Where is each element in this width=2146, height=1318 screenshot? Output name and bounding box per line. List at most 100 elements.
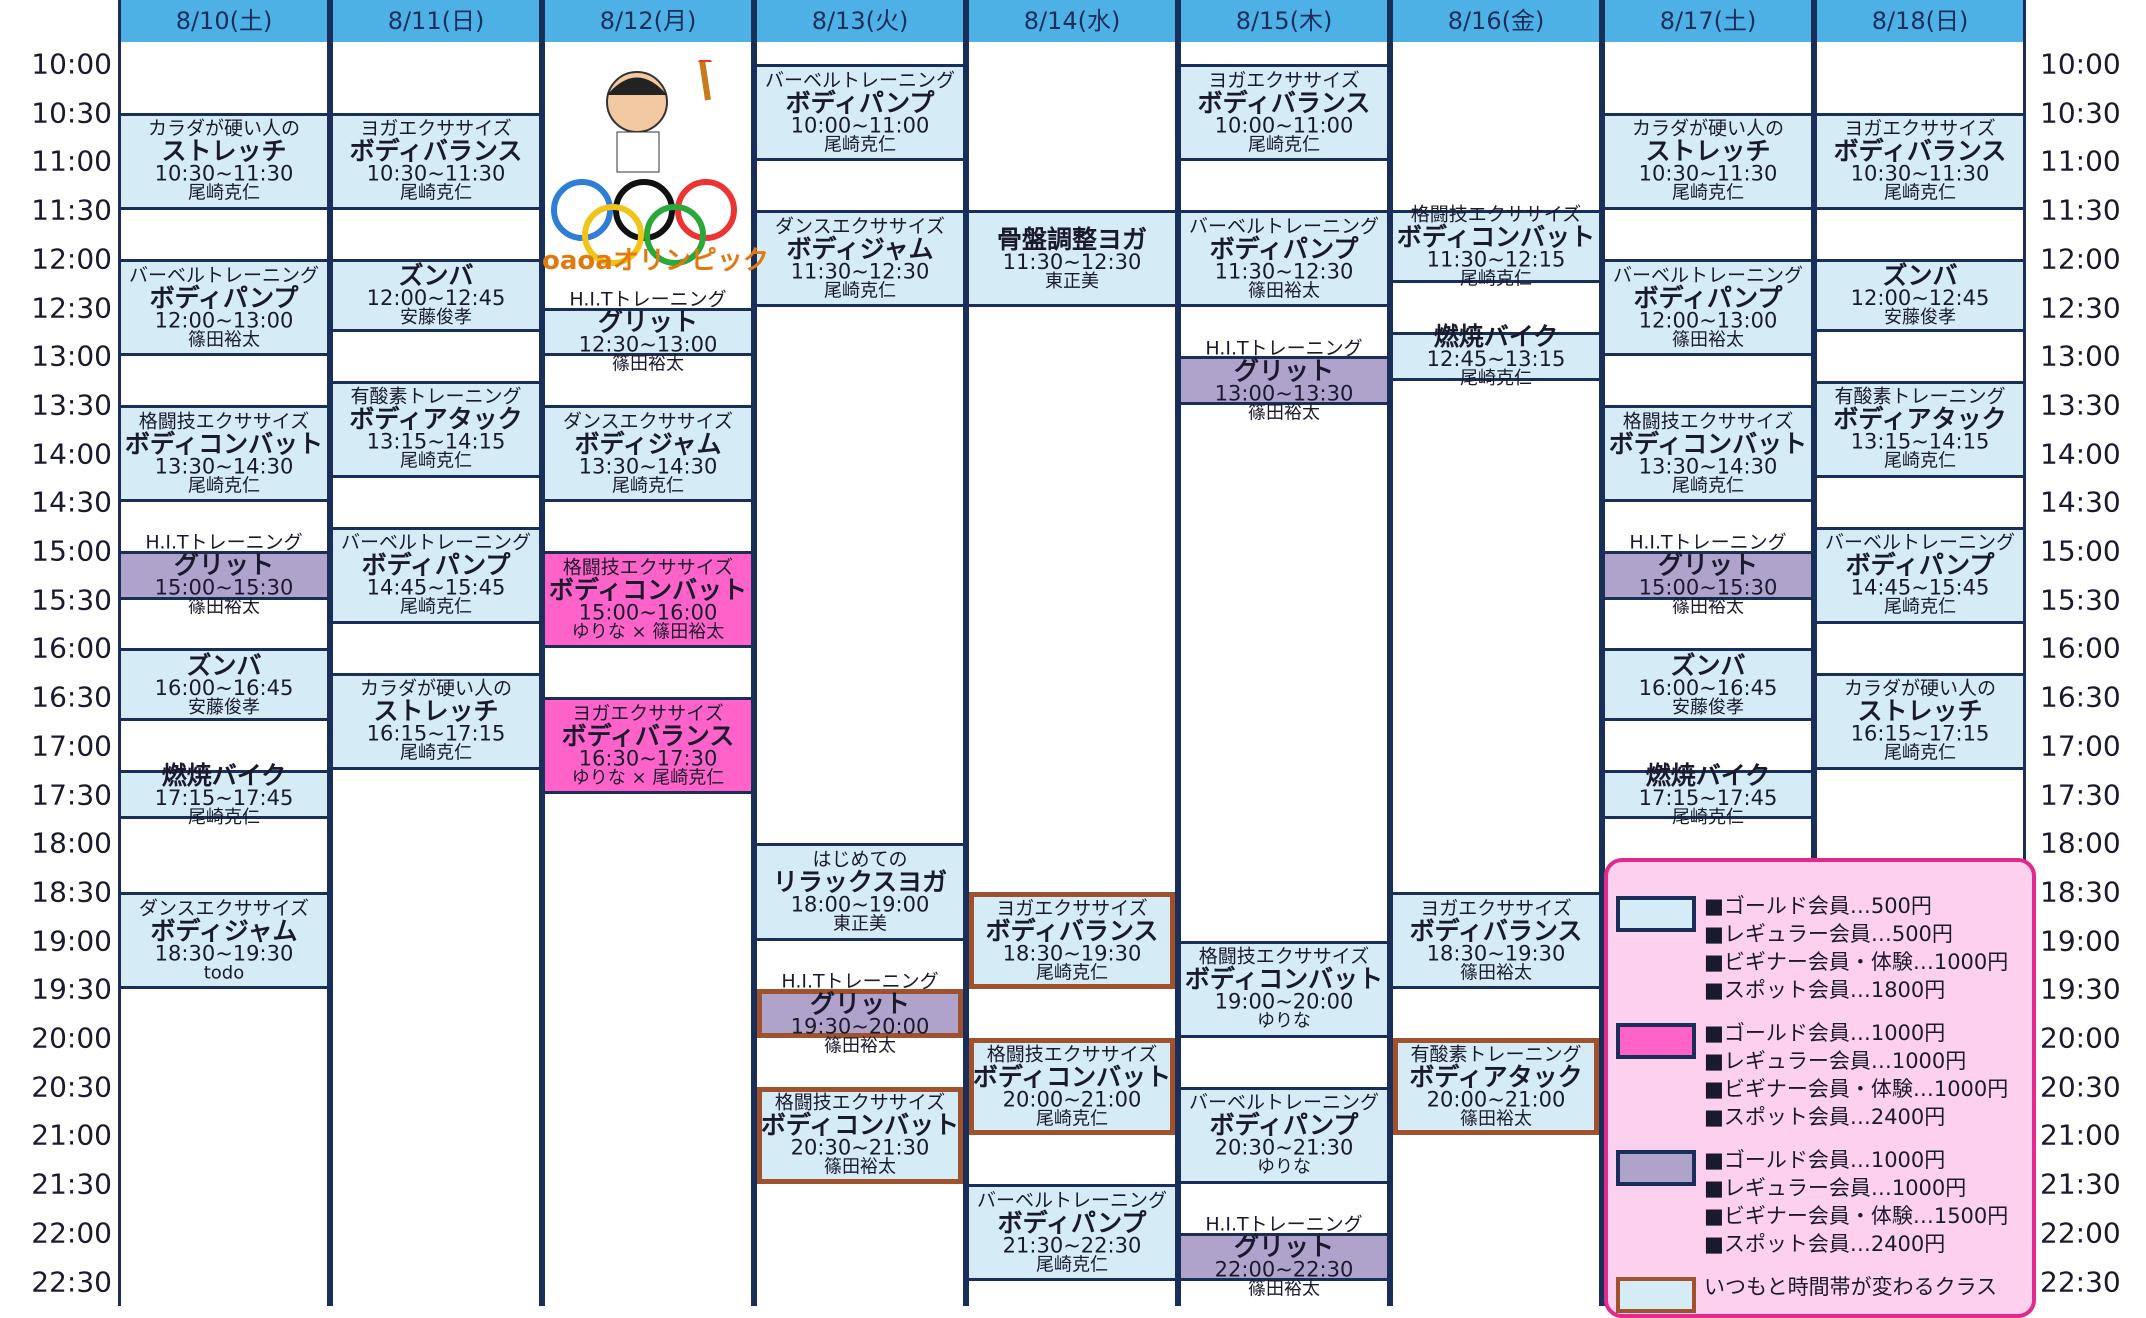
class-block — [1181, 1232, 1387, 1282]
class-category: 格闘技エクササイズ — [986, 1043, 1158, 1066]
class-name: ボディジャム — [150, 916, 298, 946]
class-name: ボディコンバット — [124, 429, 324, 459]
class-name: ボディコンバット — [760, 1110, 960, 1140]
class-text: ズンバ 16:00~16:45 安藤俊孝 — [1602, 653, 1814, 717]
time-label-left: 22:00 — [31, 1216, 112, 1250]
time-label-left: 11:00 — [31, 144, 112, 178]
time-label-right: 13:00 — [2040, 339, 2121, 373]
legend-swatch — [1616, 1150, 1696, 1186]
class-category: はじめての — [812, 848, 908, 871]
day-column — [1390, 42, 1602, 1306]
class-time: 12:00~12:45 — [366, 286, 506, 311]
class-text: 格闘技エクササイズ ボディコンバット 20:30~21:30 篠田裕太 — [754, 1093, 966, 1177]
time-label-left: 22:30 — [31, 1265, 112, 1298]
class-block — [333, 526, 539, 625]
class-block — [121, 891, 327, 990]
class-category: 有酸素トレーニング — [1410, 1043, 1582, 1066]
day-column — [1814, 42, 2026, 1306]
class-name: グリット — [1233, 356, 1334, 386]
class-time: 18:30~19:30 — [154, 941, 294, 966]
class-category: H.I.Tトレーニング — [1629, 531, 1787, 554]
class-name: ボディバランス — [1833, 136, 2007, 166]
class-text: H.I.Tトレーニング グリット 15:00~15:30 篠田裕太 — [1602, 531, 1814, 617]
legend-text: ■スポット会員…2400円 — [1704, 1232, 1946, 1256]
class-instructor: 尾崎克仁 — [1672, 806, 1744, 828]
class-text: バーベルトレーニング ボディパンプ 14:45~15:45 尾崎克仁 — [1814, 533, 2026, 617]
class-block — [1393, 210, 1599, 284]
class-name: リラックスヨガ — [772, 867, 948, 897]
class-name: ボディバランス — [1409, 916, 1583, 946]
class-name: ボディバランス — [985, 916, 1159, 946]
time-label-left: 11:30 — [31, 193, 112, 227]
time-label-right: 22:00 — [2040, 1216, 2121, 1250]
class-time: 15:00~16:00 — [578, 600, 718, 625]
class-block — [1605, 404, 1811, 503]
class-block — [969, 1184, 1175, 1282]
time-label-right: 14:30 — [2040, 485, 2121, 519]
class-block — [545, 551, 751, 649]
class-category: 格闘技エクササイズ — [138, 410, 310, 433]
class-name: ズンバ — [186, 650, 262, 680]
class-instructor: 尾崎克仁 — [1672, 475, 1744, 497]
class-block — [969, 210, 1175, 308]
legend-text: ■ゴールド会員…500円 — [1704, 894, 1932, 918]
class-instructor: ゆりな × 尾崎克仁 — [571, 767, 725, 789]
day-header: 8/10(土) — [118, 0, 330, 42]
class-instructor: 尾崎克仁 — [188, 806, 260, 828]
class-category: カラダが硬い人の — [147, 117, 300, 140]
class-category: バーベルトレーニング — [976, 1189, 1167, 1212]
event-illustration: oaoaオリンピック — [542, 56, 769, 280]
class-instructor: 尾崎克仁 — [1036, 1254, 1108, 1276]
class-category: ヨガエクササイズ — [1844, 117, 1996, 140]
time-label-left: 20:30 — [31, 1070, 112, 1104]
class-name: 燃焼バイク — [1433, 322, 1559, 352]
class-block — [545, 307, 751, 357]
class-name: ボディアタック — [1409, 1062, 1583, 1092]
class-name: ボディアタック — [1833, 404, 2007, 434]
class-time: 22:00~22:30 — [1214, 1257, 1354, 1282]
class-time: 12:00~13:00 — [1638, 308, 1778, 332]
class-category: バーベルトレーニング — [1188, 215, 1379, 238]
class-instructor: 尾崎克仁 — [1248, 134, 1320, 156]
flame — [698, 56, 712, 62]
class-block — [1817, 258, 2023, 332]
class-category: H.I.Tトレーニング — [1205, 337, 1363, 360]
time-label-right: 12:30 — [2040, 291, 2121, 324]
class-instructor: 尾崎克仁 — [188, 182, 260, 204]
class-text: ダンスエクササイズ ボディジャム 13:30~14:30 尾崎克仁 — [542, 412, 754, 495]
legend-text: いつもと時間帯が変わるクラス — [1704, 1275, 1998, 1299]
day-header: 8/14(水) — [966, 0, 1178, 42]
class-text: バーベルトレーニング ボディパンプ 11:30~12:30 篠田裕太 — [1178, 217, 1390, 300]
class-block — [333, 380, 539, 478]
class-name: ズンバ — [1882, 261, 1958, 291]
class-name: 燃焼バイク — [1645, 760, 1771, 790]
class-text: ヨガエクササイズ ボディバランス 10:30~11:30 尾崎克仁 — [330, 119, 542, 203]
class-text: ズンバ 12:00~12:45 安藤俊孝 — [330, 263, 542, 327]
class-time: 13:00~13:30 — [1214, 381, 1354, 406]
class-time: 20:30~21:30 — [790, 1135, 930, 1160]
class-block — [121, 551, 327, 600]
class-instructor: 安藤俊孝 — [400, 307, 472, 329]
class-name: ボディパンプ — [1845, 550, 1995, 580]
class-category: 有酸素トレーニング — [1834, 385, 2006, 408]
class-category: ダンスエクササイズ — [562, 410, 734, 433]
day-header: 8/16(金) — [1390, 0, 1602, 42]
class-text: ヨガエクササイズ ボディバランス 18:30~19:30 篠田裕太 — [1390, 899, 1602, 982]
class-name: グリット — [809, 989, 910, 1019]
class-time: 10:30~11:30 — [154, 161, 294, 186]
day-column — [118, 42, 330, 1306]
class-text: ヨガエクササイズ ボディバランス 16:30~17:30 ゆりな × 尾崎克仁 — [542, 704, 754, 787]
legend-text: ■ゴールド会員…1000円 — [1704, 1148, 1946, 1172]
class-text: バーベルトレーニング ボディパンプ 14:45~15:45 尾崎克仁 — [330, 533, 542, 617]
class-text: 格闘技エクササイズ ボディコンバット 20:00~21:00 尾崎克仁 — [966, 1045, 1178, 1128]
class-block — [1393, 331, 1599, 381]
class-block — [1181, 940, 1387, 1038]
class-instructor: 安藤俊孝 — [1884, 307, 1956, 329]
class-name: ズンバ — [1670, 650, 1746, 680]
class-instructor: 篠田裕太 — [188, 596, 260, 618]
class-instructor: 篠田裕太 — [1248, 402, 1320, 424]
class-text: H.I.Tトレーニング グリット 15:00~15:30 篠田裕太 — [118, 533, 330, 618]
class-block — [333, 672, 539, 771]
class-name: ボディジャム — [574, 429, 722, 459]
time-label-left: 12:00 — [31, 242, 112, 276]
